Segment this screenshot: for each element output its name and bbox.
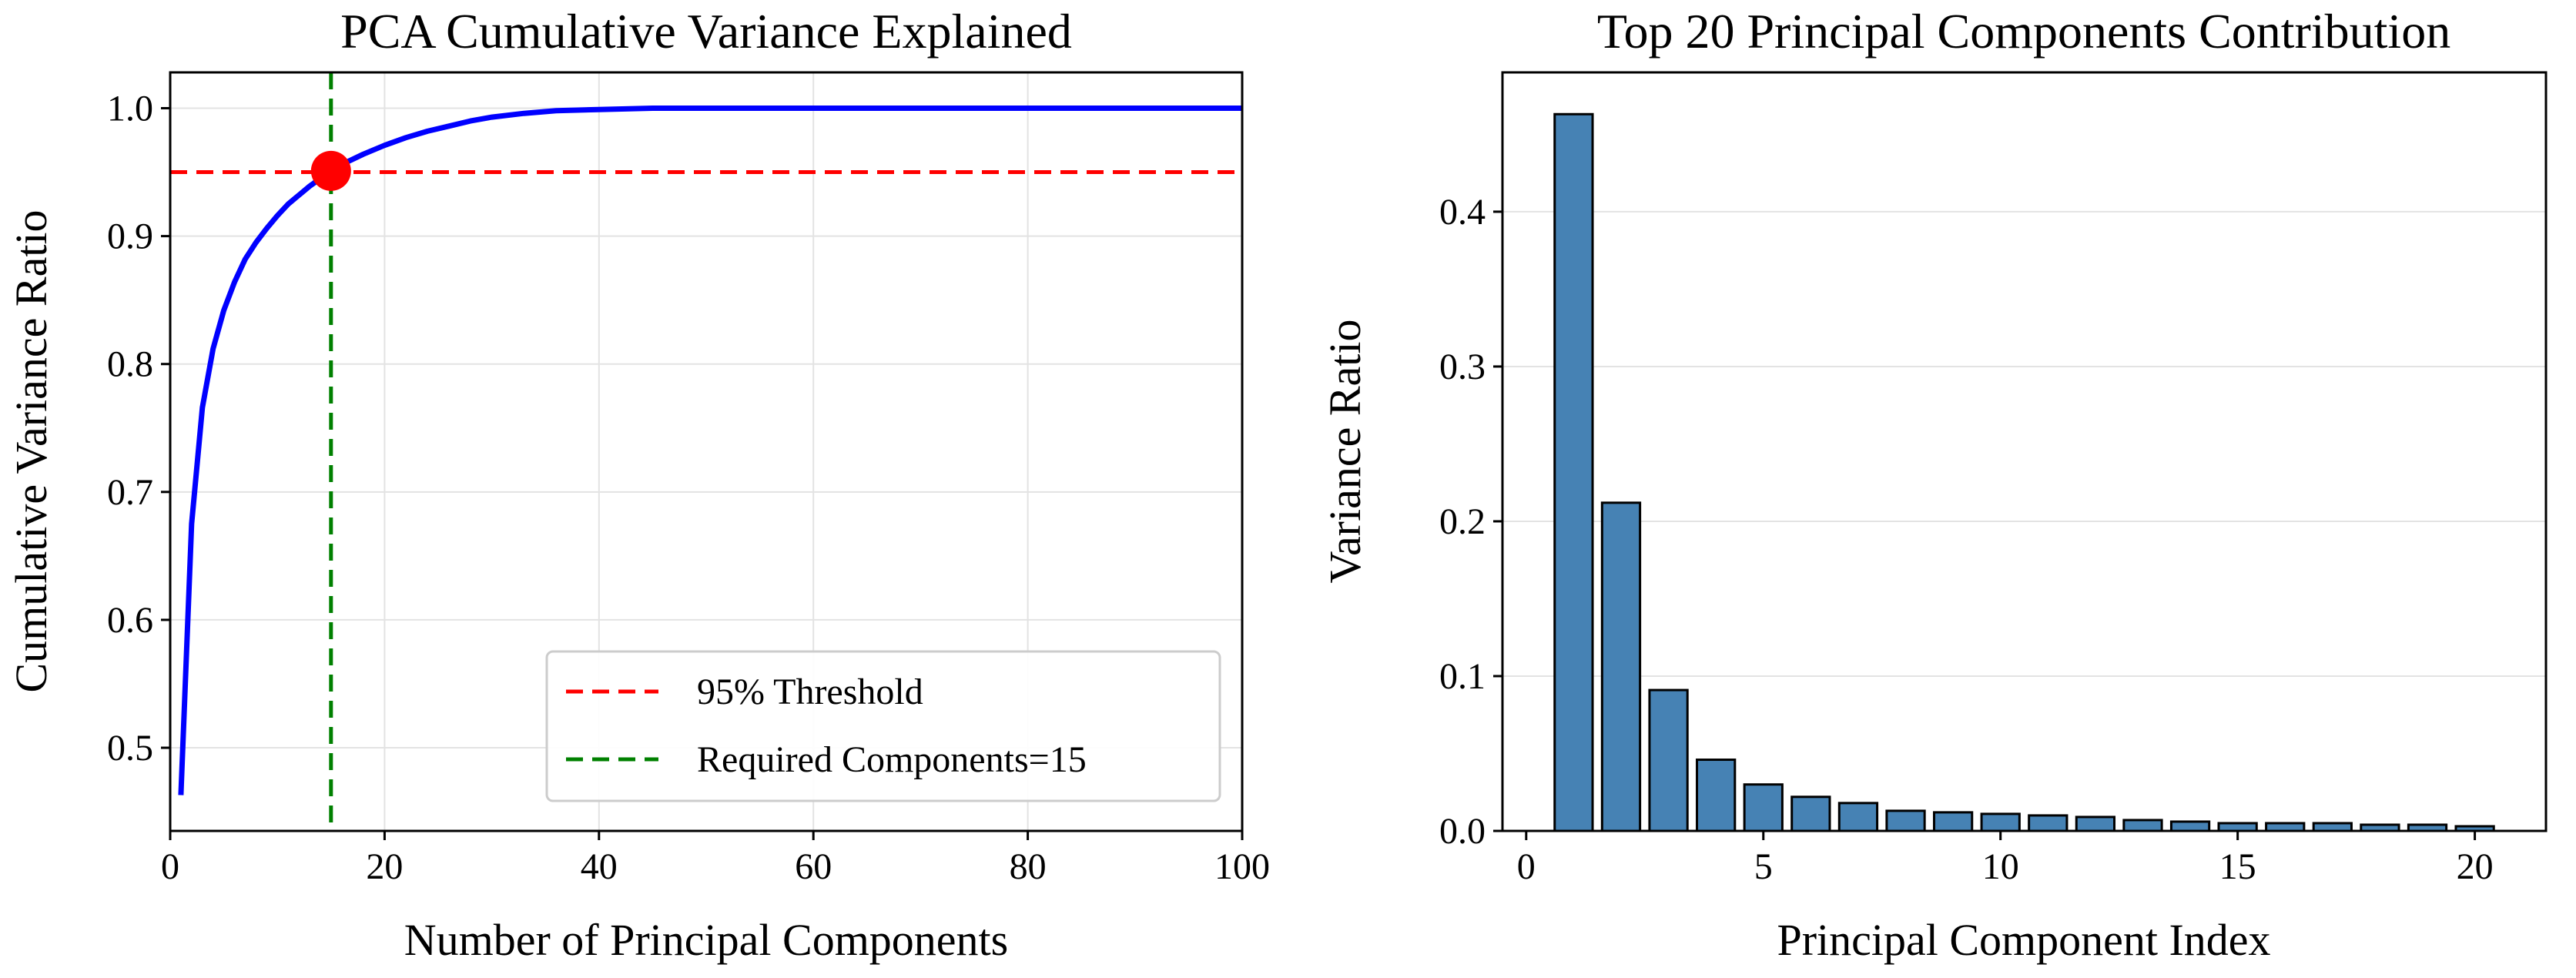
legend-threshold-label: 95% Threshold — [697, 672, 923, 712]
right-y-tick-label: 0.1 — [1439, 656, 1486, 697]
cumulative-variance-line — [178, 106, 1242, 795]
right-y-ticks: 0.0 0.1 0.2 0.3 0.4 — [1439, 192, 1502, 852]
right-x-tick-label: 15 — [2219, 846, 2256, 887]
left-x-axis-label: Number of Principal Components — [404, 915, 1009, 965]
left-y-tick-label: 0.9 — [107, 216, 153, 257]
variance-bar — [1885, 809, 1926, 832]
left-x-tick-label: 40 — [581, 846, 618, 887]
right-bars — [1553, 112, 2495, 832]
variance-bar — [1553, 112, 1594, 832]
legend-required-label: Required Components=15 — [697, 739, 1087, 780]
right-x-axis-label: Principal Component Index — [1777, 915, 2270, 965]
cumulative-variance-chart: 0 20 40 60 80 100 0.5 0.6 0.7 0.8 0.9 1.0 PCA Cumu… — [6, 4, 1270, 965]
variance-bar — [1790, 795, 1831, 832]
right-plot-frame — [1501, 71, 2548, 832]
variance-bar — [2312, 822, 2353, 832]
left-series — [178, 106, 1242, 795]
component-contribution-chart: 0 5 10 15 20 0.0 0.1 0.2 0.3 0.4 Top 20 Principa… — [1320, 4, 2548, 965]
right-y-tick-label: 0.0 — [1439, 811, 1486, 852]
left-y-ticks: 0.5 0.6 0.7 0.8 0.9 1.0 — [107, 89, 170, 769]
variance-bar — [1837, 802, 1879, 832]
left-x-ticks: 0 20 40 60 80 100 — [161, 831, 1270, 887]
variance-bar — [2028, 814, 2069, 832]
variance-bar — [1696, 759, 1737, 832]
variance-bar — [1743, 783, 1784, 832]
left-chart-title: PCA Cumulative Variance Explained — [340, 4, 1072, 59]
left-y-axis-label: Cumulative Variance Ratio — [6, 209, 56, 692]
left-x-tick-label: 80 — [1010, 846, 1047, 887]
left-y-tick-label: 0.8 — [107, 344, 153, 385]
variance-bar — [2217, 822, 2258, 832]
right-y-tick-label: 0.2 — [1439, 501, 1486, 542]
right-chart-title: Top 20 Principal Components Contribution — [1597, 4, 2450, 59]
variance-bar — [2122, 819, 2163, 832]
left-y-tick-label: 0.6 — [107, 600, 153, 641]
threshold-marker-point — [310, 150, 351, 191]
variance-bar — [1932, 811, 1974, 832]
left-x-tick-label: 20 — [366, 846, 403, 887]
right-x-tick-label: 20 — [2457, 846, 2494, 887]
left-y-tick-label: 1.0 — [107, 89, 153, 129]
right-x-tick-label: 5 — [1754, 846, 1773, 887]
right-y-tick-label: 0.3 — [1439, 347, 1486, 387]
left-y-tick-label: 0.7 — [107, 472, 153, 513]
right-x-tick-label: 10 — [1982, 846, 2019, 887]
right-y-tick-label: 0.4 — [1439, 192, 1486, 233]
right-y-axis-label: Variance Ratio — [1320, 319, 1370, 583]
left-reference-lines — [170, 72, 1242, 831]
left-grid — [169, 72, 1243, 831]
variance-bar — [2075, 816, 2116, 832]
variance-bar — [1980, 812, 2021, 832]
left-y-tick-label: 0.5 — [107, 728, 153, 769]
right-x-tick-label: 0 — [1517, 846, 1536, 887]
left-x-tick-label: 60 — [795, 846, 832, 887]
left-x-tick-label: 0 — [161, 846, 179, 887]
legend: 95% Threshold Required Components=15 — [545, 650, 1221, 802]
left-x-tick-label: 100 — [1214, 846, 1270, 887]
legend-box — [545, 650, 1221, 802]
right-x-ticks: 0 5 10 15 20 — [1517, 831, 2494, 887]
variance-bar — [2169, 820, 2211, 832]
left-plot-frame — [169, 71, 1244, 832]
variance-bar — [1648, 688, 1689, 832]
variance-bar — [1600, 501, 1642, 832]
variance-bar — [2265, 822, 2306, 832]
